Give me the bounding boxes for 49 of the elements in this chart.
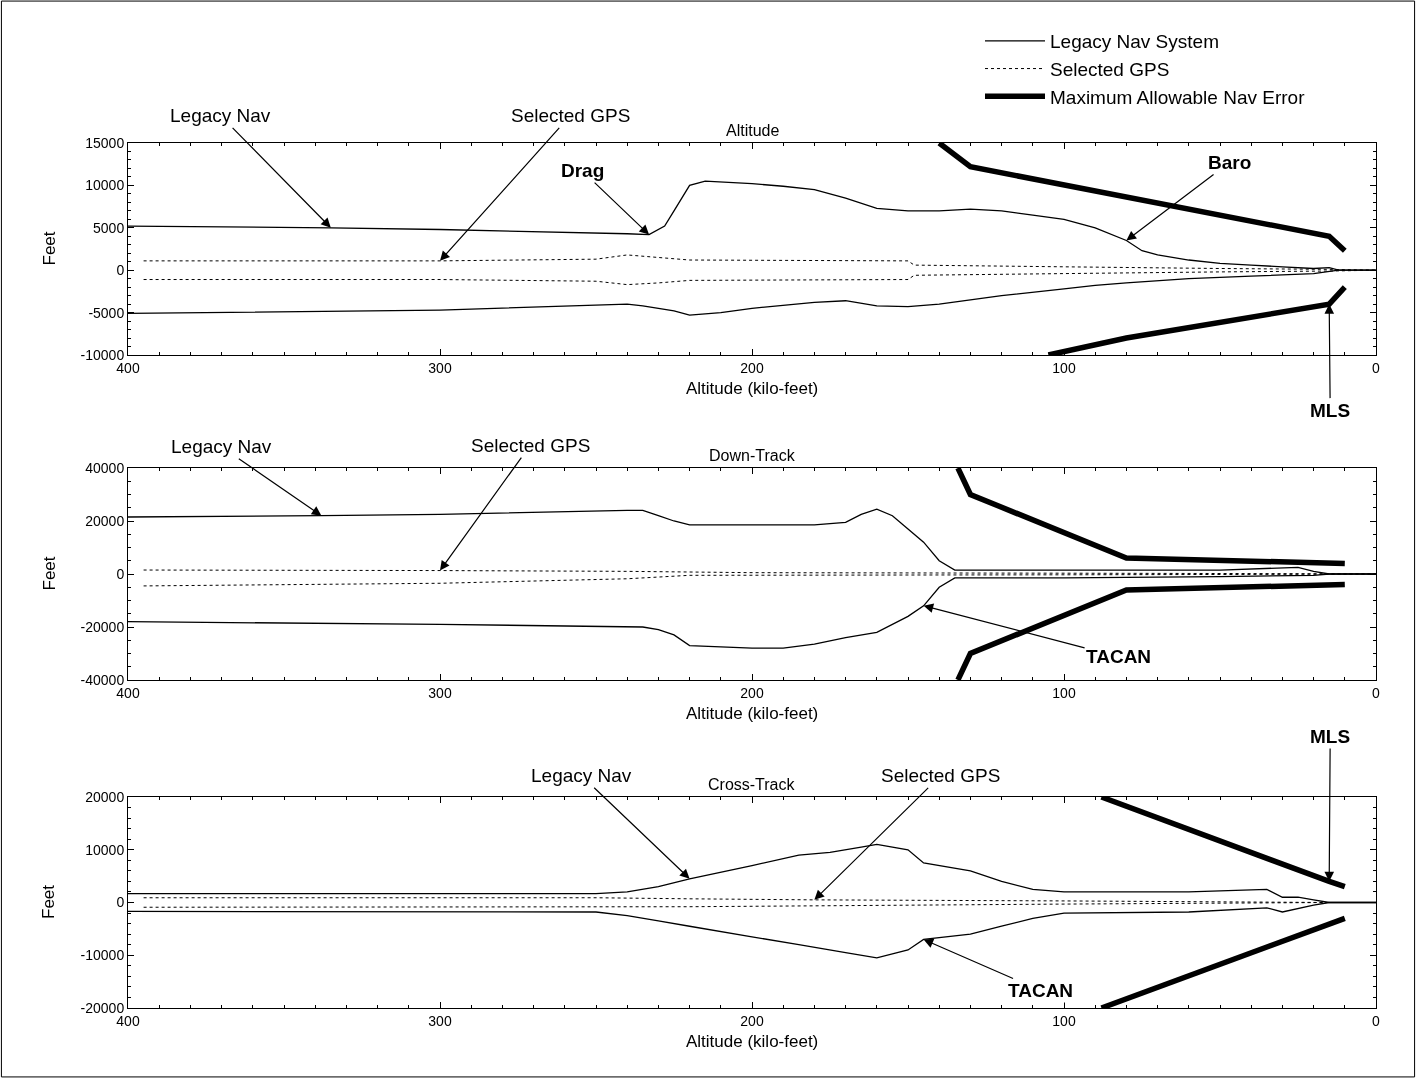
y-tick-label: 0	[116, 565, 125, 582]
x-tick-label: 300	[428, 1012, 452, 1029]
x-axis-title: Altitude (kilo-feet)	[686, 1032, 819, 1051]
y-tick-label: 10000	[85, 177, 125, 194]
x-tick-label: 200	[740, 359, 764, 376]
y-axis-title: Feet	[39, 556, 59, 591]
annotation: Baro	[1208, 152, 1252, 173]
legend-label: Maximum Allowable Nav Error	[1050, 86, 1306, 108]
legend-label: Legacy Nav System	[1050, 31, 1219, 53]
y-tick-label: 0	[116, 262, 125, 279]
x-tick-label: 0	[1372, 684, 1381, 701]
x-tick-label: 0	[1372, 359, 1381, 376]
x-tick-label: 100	[1052, 684, 1076, 701]
x-tick-label: 200	[740, 684, 764, 701]
chart-title: Cross-Track	[708, 776, 796, 793]
x-axis-title: Altitude (kilo-feet)	[686, 379, 819, 398]
y-tick-label: 5000	[93, 219, 125, 236]
annotation: MLS	[1310, 400, 1351, 421]
x-tick-label: 100	[1052, 1012, 1076, 1029]
annotation: Selected GPS	[471, 435, 591, 456]
annotation: Legacy Nav	[170, 105, 271, 126]
y-axis-title: Feet	[39, 884, 58, 919]
annotation: Drag	[561, 160, 605, 181]
annotation: MLS	[1310, 726, 1351, 747]
x-axis-title: Altitude (kilo-feet)	[686, 704, 819, 723]
chart-title: Down-Track	[709, 447, 796, 464]
x-tick-label: 0	[1372, 1012, 1381, 1029]
annotation: Selected GPS	[511, 105, 631, 126]
legend-label: Selected GPS	[1050, 58, 1170, 80]
annotation: TACAN	[1008, 980, 1074, 1001]
annotation: Legacy Nav	[171, 436, 272, 457]
x-tick-label: 200	[740, 1012, 764, 1029]
y-tick-label: 15000	[85, 134, 125, 151]
y-tick-label: -20000	[80, 618, 125, 635]
y-tick-label: -10000	[80, 947, 125, 964]
annotation: TACAN	[1086, 646, 1152, 667]
y-tick-label: 40000	[85, 459, 125, 476]
y-axis-title: Feet	[39, 231, 59, 266]
y-tick-label: 10000	[85, 841, 125, 858]
x-tick-label: 300	[428, 359, 452, 376]
x-tick-label: 100	[1052, 359, 1076, 376]
y-tick-label: -5000	[88, 304, 125, 321]
y-tick-label: 20000	[85, 788, 125, 805]
y-tick-label: 20000	[85, 512, 125, 529]
annotation: Legacy Nav	[531, 765, 632, 786]
x-tick-label: 300	[428, 684, 452, 701]
chart-title: Altitude	[726, 122, 780, 139]
y-tick-label: 0	[116, 894, 125, 911]
annotation: Selected GPS	[881, 765, 1001, 786]
